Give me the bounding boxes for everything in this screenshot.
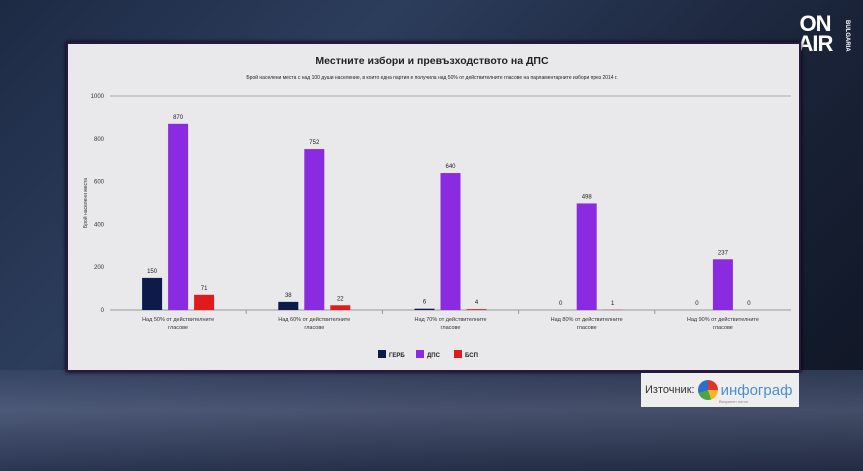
legend-label: ДПС [427, 353, 441, 359]
data-label: 71 [201, 286, 208, 292]
x-tick-label: гласове [577, 325, 597, 331]
legend-label: БСП [465, 353, 478, 359]
y-tick-label: 800 [94, 137, 105, 143]
y-axis-label: Брой населени места [82, 178, 89, 228]
bar-ДПС [576, 203, 597, 310]
data-label: 498 [582, 194, 593, 200]
data-label: 0 [747, 301, 751, 307]
data-label: 150 [147, 269, 158, 275]
y-tick-label: 200 [94, 265, 105, 271]
x-tick-label: Над 80% от действителните [551, 316, 623, 323]
data-label: 237 [718, 250, 729, 256]
data-label: 4 [475, 300, 479, 306]
legend-swatch [378, 350, 386, 358]
x-tick-label: гласове [304, 325, 324, 331]
x-tick-label: Над 90% от действителните [687, 316, 759, 323]
legend-label: ГЕРБ [389, 353, 405, 359]
data-label: 0 [695, 301, 699, 307]
data-label: 38 [285, 293, 292, 299]
source-brand: инфограф [720, 381, 793, 399]
data-label: 870 [173, 115, 184, 121]
x-tick-label: Над 70% от действителните [414, 316, 486, 323]
logo-line2: AIR [797, 31, 834, 56]
bar-ДПС [168, 123, 189, 310]
x-tick-label: гласове [713, 325, 733, 331]
x-tick-label: гласове [168, 325, 188, 331]
logo-line1: ON [799, 11, 832, 36]
x-tick-label: гласове [441, 325, 461, 331]
bar-БСП [466, 309, 487, 310]
data-label: 1 [611, 301, 615, 307]
legend-swatch [454, 350, 462, 358]
logo-sub: BULGARIA [844, 20, 850, 52]
x-tick-label: Над 60% от действителните [278, 316, 350, 323]
data-label: 640 [445, 164, 456, 170]
channel-logo: ON AIR BULGARIA [777, 11, 853, 56]
chart-subtitle: Брой населени места с над 100 души насел… [246, 74, 617, 81]
data-label: 0 [559, 301, 563, 307]
legend-swatch [416, 350, 424, 358]
data-label: 752 [309, 140, 320, 146]
source-tagline: Визуален потоп [719, 399, 749, 404]
chart-panel [66, 42, 801, 372]
y-tick-label: 0 [101, 308, 105, 314]
x-tick-label: Над 50% от действителните [142, 316, 214, 323]
bar-ГЕРБ [142, 277, 163, 310]
infograf-globe-icon [697, 380, 718, 400]
source-label: Източник: [645, 384, 695, 396]
bar-ДПС [712, 259, 733, 310]
bar-ДПС [440, 173, 461, 310]
bar-ГЕРБ [278, 301, 299, 310]
data-label: 6 [423, 300, 427, 306]
y-tick-label: 400 [94, 222, 105, 228]
y-tick-label: 600 [94, 180, 105, 186]
y-tick-label: 1000 [91, 94, 105, 100]
chart-title: Местните избори и превъзходството на ДПС [315, 55, 549, 67]
bar-БСП [330, 305, 351, 310]
data-label: 22 [337, 296, 344, 302]
bar-ГЕРБ [414, 308, 435, 310]
source-box: Източник: инфограф Визуален потоп [641, 373, 799, 407]
bar-ДПС [304, 149, 325, 310]
bar-БСП [194, 294, 215, 310]
